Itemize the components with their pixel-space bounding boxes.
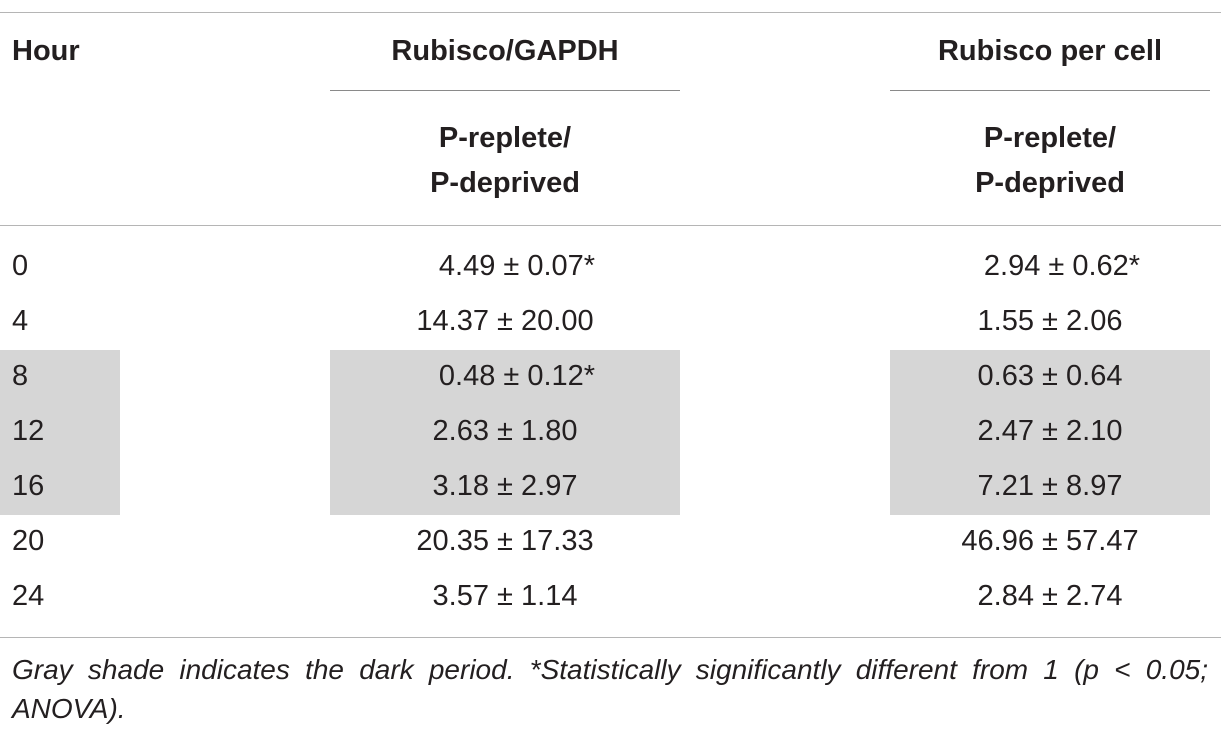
cell-hour: 0 — [12, 250, 29, 282]
cell-rubisco-per-cell: 0.63 ± 0.64 — [977, 360, 1123, 392]
cell-rubisco-gapdh: 14.37 ± 20.00 — [416, 305, 594, 337]
cell-rubisco-gapdh: 4.49 ± 0.07* — [438, 250, 596, 282]
cell-hour: 16 — [12, 470, 45, 502]
cell-hour: 12 — [12, 415, 45, 447]
subheader-col2-line1: P-replete/ — [983, 122, 1117, 154]
cell-rubisco-gapdh: 0.48 ± 0.12* — [438, 360, 596, 392]
header-bottom-rule — [0, 225, 1221, 226]
col1-header-rule — [330, 90, 680, 91]
cell-rubisco-gapdh: 20.35 ± 17.33 — [416, 525, 594, 557]
header-rubisco-per-cell: Rubisco per cell — [937, 35, 1162, 67]
cell-rubisco-per-cell: 2.84 ± 2.74 — [977, 580, 1123, 612]
subheader-col1-line2: P-deprived — [430, 167, 580, 199]
dark-period-shade-hour — [0, 350, 120, 515]
header-rubisco-gapdh: Rubisco/GAPDH — [391, 35, 619, 67]
header-hour: Hour — [12, 35, 80, 67]
cell-rubisco-per-cell: 1.55 ± 2.06 — [977, 305, 1123, 337]
cell-hour: 4 — [12, 305, 29, 337]
cell-hour: 24 — [12, 580, 45, 612]
cell-rubisco-gapdh: 3.57 ± 1.14 — [432, 580, 578, 612]
cell-rubisco-gapdh: 2.63 ± 1.80 — [432, 415, 578, 447]
dark-period-shade-col2 — [890, 350, 1210, 515]
cell-rubisco-per-cell: 2.94 ± 0.62* — [983, 250, 1141, 282]
cell-rubisco-per-cell: 2.47 ± 2.10 — [977, 415, 1123, 447]
cell-rubisco-per-cell: 46.96 ± 57.47 — [961, 525, 1139, 557]
cell-rubisco-per-cell: 7.21 ± 8.97 — [977, 470, 1123, 502]
table-bottom-rule — [0, 637, 1221, 638]
cell-hour: 8 — [12, 360, 29, 392]
table-footnote: Gray shade indicates the dark period. *S… — [12, 654, 1208, 724]
subheader-col2-line2: P-deprived — [975, 167, 1125, 199]
top-rule — [0, 12, 1221, 13]
col2-header-rule — [890, 90, 1210, 91]
subheader-col1-line1: P-replete/ — [438, 122, 572, 154]
cell-hour: 20 — [12, 525, 45, 557]
cell-rubisco-gapdh: 3.18 ± 2.97 — [432, 470, 578, 502]
dark-period-shade-col1 — [330, 350, 680, 515]
